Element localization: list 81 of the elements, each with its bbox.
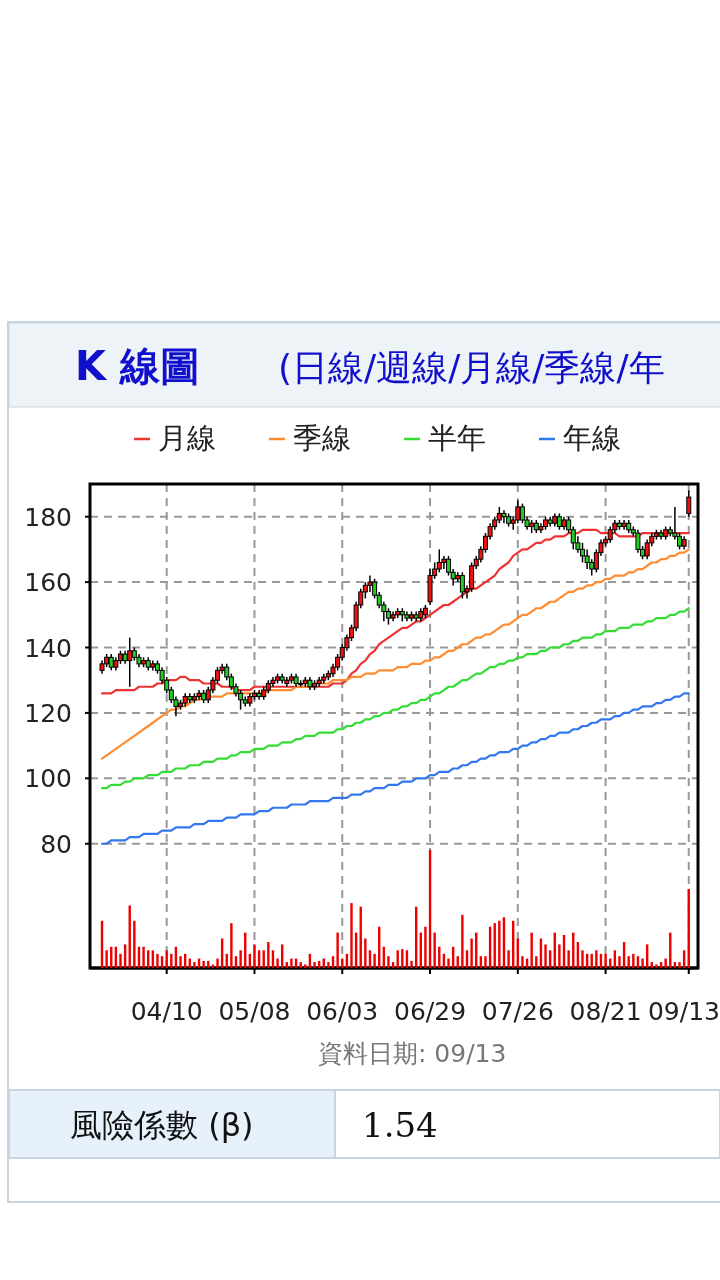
bar: [664, 958, 667, 968]
bar: [410, 960, 413, 968]
bar: [216, 958, 219, 968]
bar: [336, 932, 339, 968]
bar: [313, 962, 316, 968]
bar: [461, 914, 464, 968]
chart-subtitle: (日線/週線/月線/季線/年: [278, 347, 665, 388]
bar: [581, 950, 584, 968]
bar: [156, 953, 159, 968]
bar: [202, 960, 205, 968]
x-tick-label: 05/08: [218, 997, 291, 1026]
line-series: [100, 607, 690, 790]
bar: [567, 950, 570, 968]
bar: [350, 903, 353, 968]
bar: [299, 962, 302, 968]
y-tick-label: 80: [40, 829, 72, 859]
x-tick-label: 06/03: [306, 997, 379, 1026]
candlestick: [686, 489, 692, 518]
line-series: [100, 692, 690, 845]
x-tick-label: 06/29: [394, 997, 467, 1026]
bar: [632, 953, 635, 968]
bar: [193, 962, 196, 968]
y-tick-label: 180: [24, 502, 72, 532]
bar: [595, 950, 598, 968]
bar: [304, 964, 307, 968]
text: 資料日期: 09/13: [318, 1039, 507, 1068]
bar: [170, 953, 173, 968]
x-tick-label: 04/10: [130, 997, 203, 1026]
candlestick: [436, 548, 442, 574]
bar: [239, 950, 242, 968]
chart-title: K 線圖: [75, 343, 200, 389]
bar: [498, 920, 501, 968]
bar: [373, 953, 376, 968]
text: 1.54: [362, 1105, 438, 1145]
legend-label: 季線: [293, 421, 351, 455]
bar: [655, 964, 658, 968]
bar: [544, 944, 547, 968]
bar: [484, 956, 487, 968]
candlestick: [501, 509, 507, 524]
bar: [604, 953, 607, 968]
x-tick-label: 07/26: [481, 997, 554, 1026]
bar: [401, 949, 404, 968]
bar: [396, 950, 399, 968]
x-tick-label: 09/13: [647, 997, 720, 1026]
bar: [530, 932, 533, 968]
x-tick-label: 08/21: [569, 997, 642, 1026]
y-tick-label: 140: [24, 633, 72, 663]
bar: [424, 926, 427, 968]
bar: [165, 950, 168, 968]
bar: [267, 942, 270, 968]
y-tick-label: 160: [24, 568, 72, 598]
bar: [276, 958, 279, 968]
bar: [253, 944, 256, 968]
bar: [521, 956, 524, 968]
bar: [179, 956, 182, 968]
legend-label: 半年: [428, 421, 486, 455]
legend-label: 年線: [563, 421, 621, 455]
bar: [507, 950, 510, 968]
legend-label: 月線: [158, 421, 216, 455]
bar: [618, 956, 621, 968]
bar: [387, 956, 390, 968]
text: 風險係數 (β): [70, 1106, 254, 1144]
y-tick-label: 120: [24, 698, 72, 728]
bar: [290, 958, 293, 968]
bar: [447, 958, 450, 968]
y-tick-label: 100: [24, 764, 72, 794]
bar: [678, 962, 681, 968]
bar: [142, 946, 145, 968]
bar: [230, 923, 233, 968]
bar: [119, 953, 122, 968]
bar: [133, 920, 136, 968]
bar: [627, 956, 630, 968]
bar: [327, 962, 330, 968]
bar: [433, 932, 436, 968]
bar: [105, 950, 108, 968]
line-series: [100, 548, 690, 760]
bar: [470, 938, 473, 968]
bar: [211, 964, 215, 968]
bar: [364, 938, 367, 968]
bar: [558, 944, 561, 968]
bar: [641, 958, 644, 968]
